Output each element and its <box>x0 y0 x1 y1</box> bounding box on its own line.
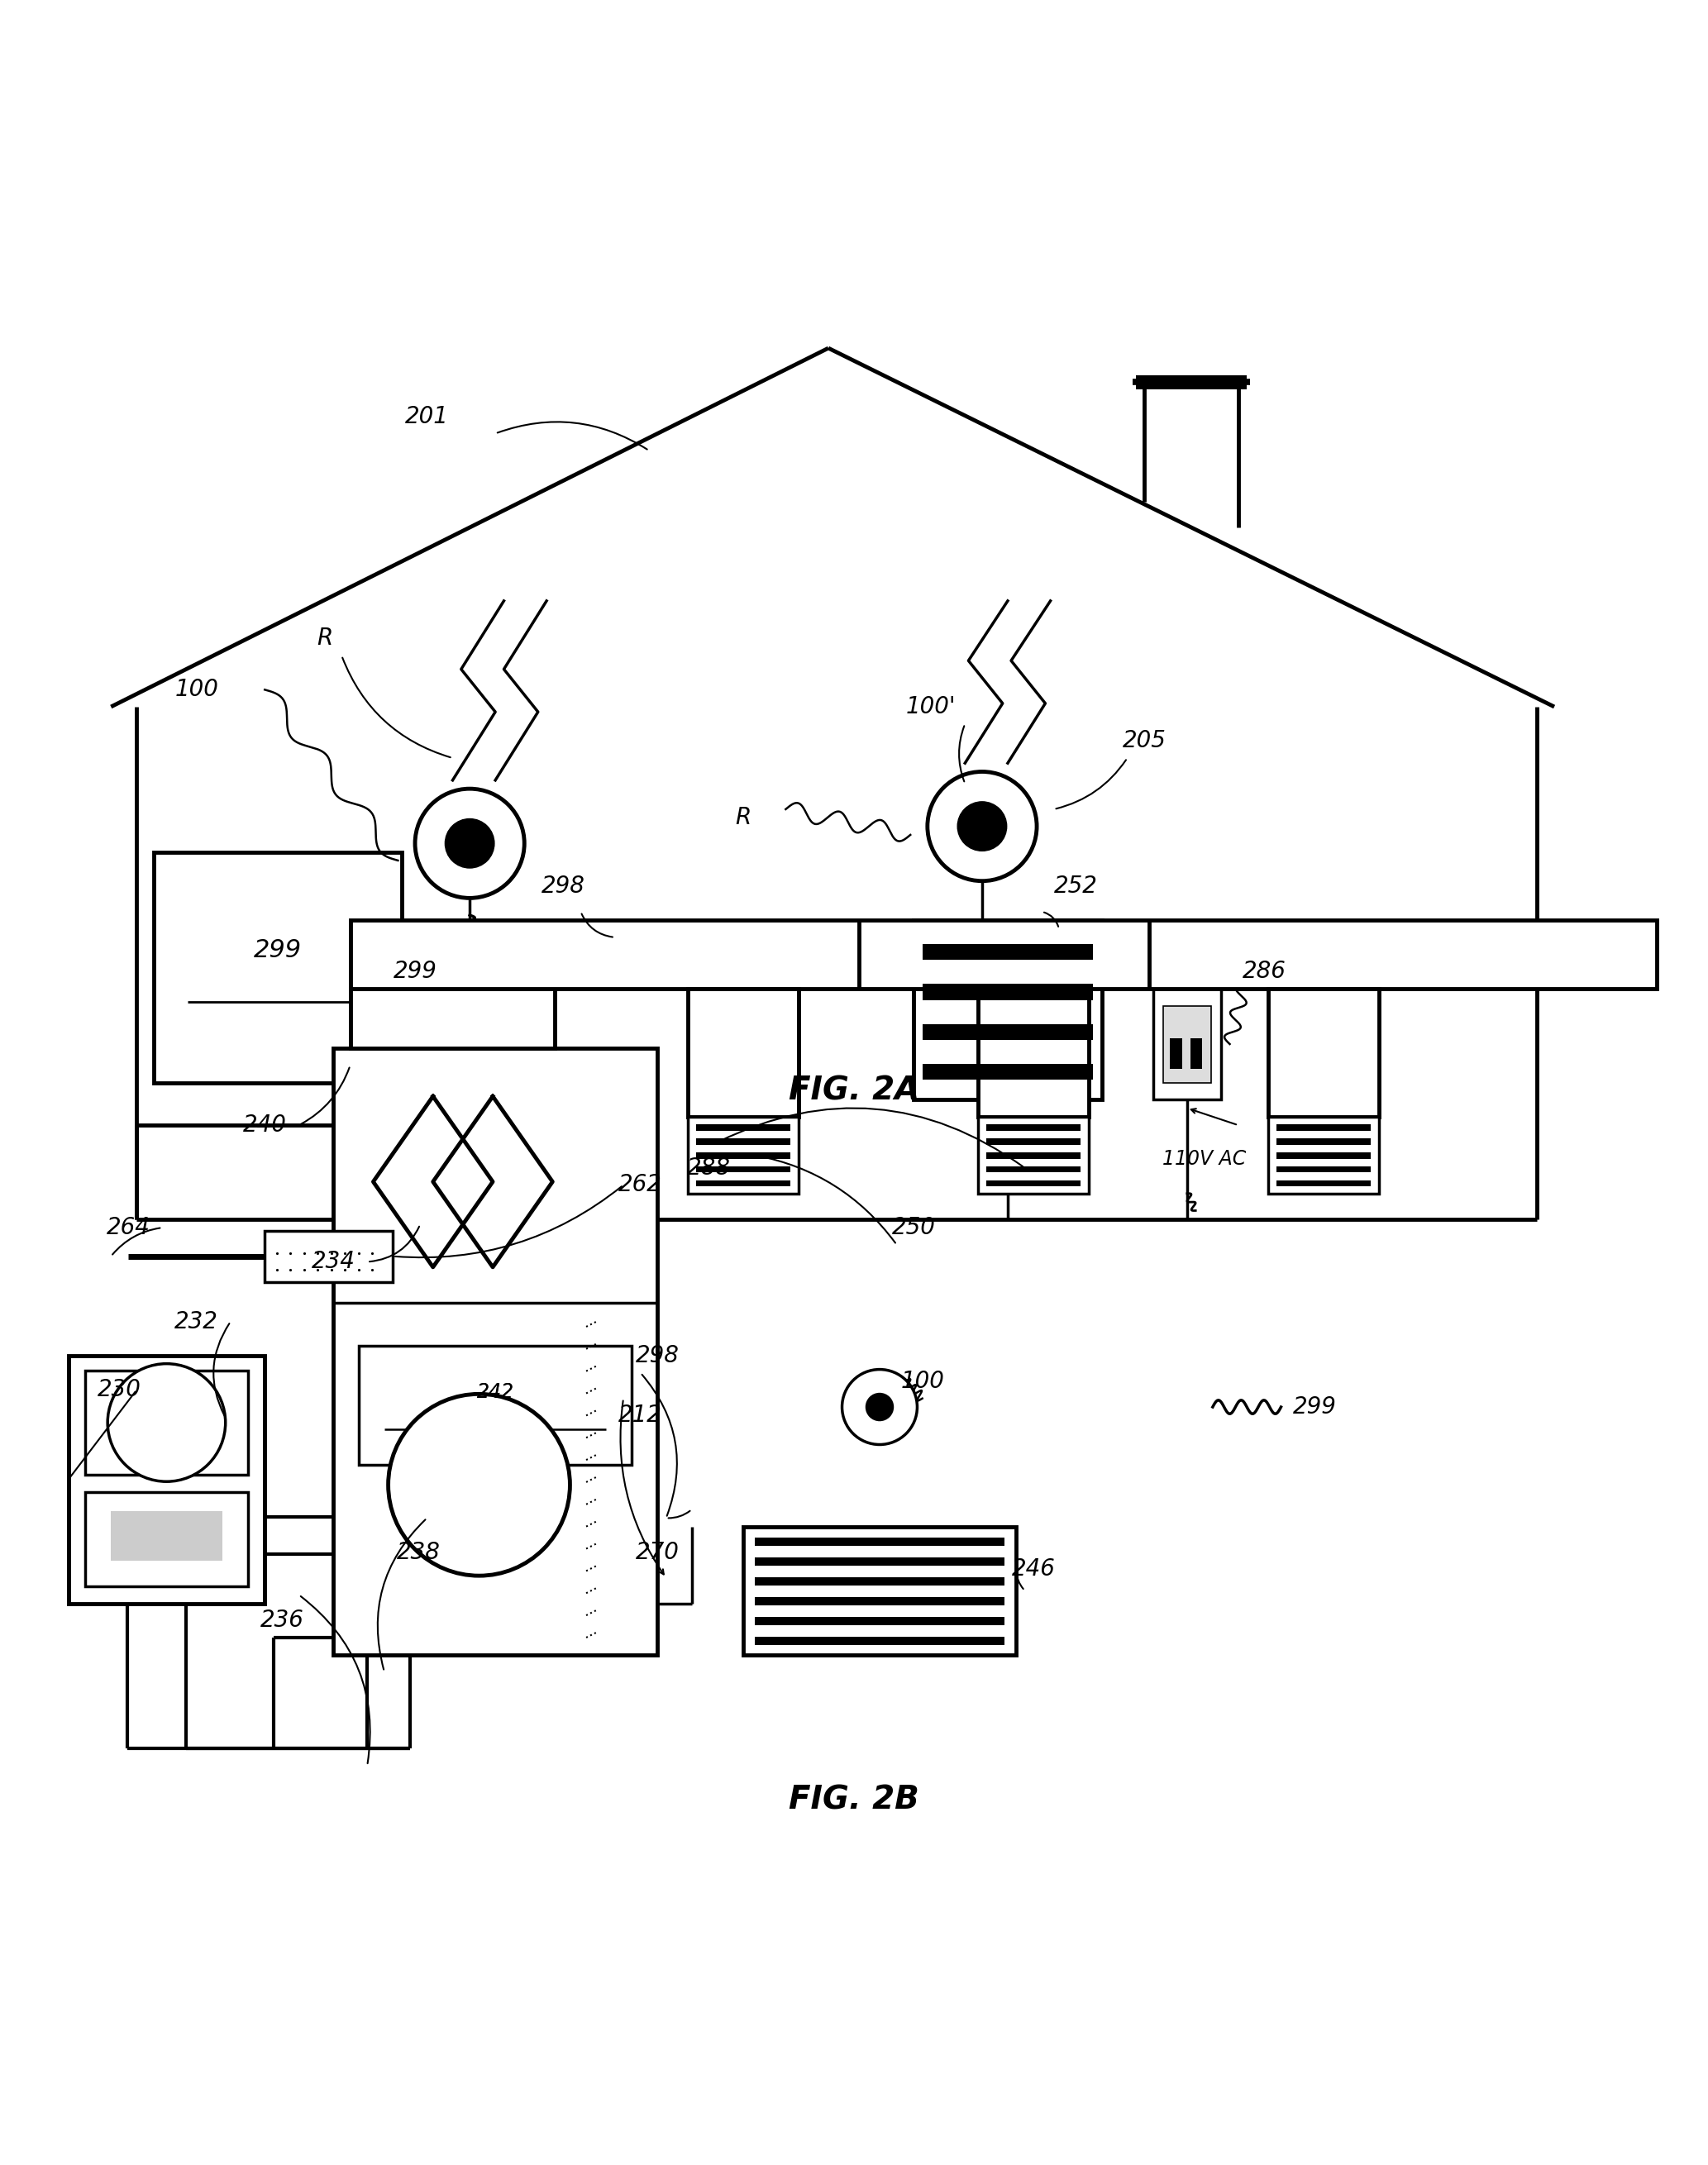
Bar <box>922 1024 1093 1039</box>
Bar <box>1278 1139 1372 1145</box>
Bar <box>697 1180 789 1186</box>
Circle shape <box>866 1394 893 1420</box>
Bar <box>987 1180 1081 1186</box>
Circle shape <box>446 818 494 868</box>
Bar <box>1163 1007 1211 1082</box>
Bar <box>350 920 1657 989</box>
Text: 232: 232 <box>174 1310 219 1334</box>
Circle shape <box>108 1364 225 1481</box>
Text: 100': 100' <box>905 695 956 719</box>
Circle shape <box>927 771 1037 881</box>
Text: 299: 299 <box>1293 1396 1337 1418</box>
Text: FIG. 2A: FIG. 2A <box>789 1076 919 1106</box>
Text: 242: 242 <box>477 1381 514 1401</box>
Text: 298: 298 <box>635 1344 680 1368</box>
Bar <box>697 1152 789 1158</box>
Bar <box>1278 1167 1372 1173</box>
Text: 240: 240 <box>243 1113 287 1137</box>
Bar <box>743 1526 1016 1654</box>
Bar <box>755 1598 1004 1606</box>
Bar <box>755 1557 1004 1565</box>
Bar <box>350 989 555 1048</box>
Bar <box>1136 375 1247 390</box>
Bar <box>697 1139 789 1145</box>
Text: 246: 246 <box>1011 1557 1056 1580</box>
Bar <box>755 1617 1004 1626</box>
Bar <box>265 1230 393 1282</box>
Text: 286: 286 <box>1242 959 1286 983</box>
Text: 201: 201 <box>405 405 449 429</box>
Bar <box>1267 989 1380 1117</box>
Bar <box>687 1117 798 1193</box>
Text: 270: 270 <box>635 1541 680 1563</box>
Bar <box>85 1492 248 1587</box>
Bar <box>922 944 1093 959</box>
Text: 234: 234 <box>311 1249 355 1273</box>
Bar <box>977 989 1090 1117</box>
Bar <box>922 1063 1093 1080</box>
Bar <box>359 1347 632 1466</box>
Bar <box>333 1048 658 1654</box>
Text: 230: 230 <box>97 1379 142 1401</box>
Bar <box>755 1578 1004 1585</box>
Bar <box>687 989 798 1117</box>
Bar <box>68 1355 265 1604</box>
Bar <box>987 1139 1081 1145</box>
Text: 299: 299 <box>393 959 437 983</box>
Circle shape <box>842 1370 917 1444</box>
Bar <box>1278 1124 1372 1130</box>
Bar <box>987 1167 1081 1173</box>
Bar <box>1153 989 1221 1100</box>
Text: 252: 252 <box>1054 875 1098 898</box>
Text: 262: 262 <box>618 1173 663 1197</box>
Bar <box>697 1124 789 1130</box>
Circle shape <box>415 788 524 898</box>
Bar <box>1278 1152 1372 1158</box>
Text: 298: 298 <box>541 875 586 898</box>
Bar <box>111 1511 222 1561</box>
Text: 299: 299 <box>253 937 302 961</box>
Bar <box>987 1124 1081 1130</box>
Bar <box>1278 1180 1372 1186</box>
Text: 288: 288 <box>687 1156 731 1180</box>
Bar <box>977 1117 1090 1193</box>
Circle shape <box>958 801 1006 851</box>
Text: R: R <box>734 805 752 829</box>
Text: 205: 205 <box>1122 730 1167 753</box>
Text: 250: 250 <box>892 1217 936 1238</box>
Text: 242: 242 <box>477 1381 514 1401</box>
Text: 110V AC: 110V AC <box>1161 1150 1247 1169</box>
Text: 100: 100 <box>174 678 219 701</box>
Text: 236: 236 <box>260 1609 304 1632</box>
Bar <box>1190 1037 1202 1070</box>
Text: 264: 264 <box>106 1217 150 1238</box>
Text: 212: 212 <box>618 1403 663 1427</box>
Bar <box>85 1370 248 1474</box>
Text: 238: 238 <box>396 1541 441 1563</box>
Bar <box>987 1152 1081 1158</box>
Bar <box>154 853 401 1082</box>
Bar <box>1170 1037 1182 1070</box>
Bar <box>755 1637 1004 1645</box>
Bar <box>755 1537 1004 1546</box>
Bar <box>922 985 1093 1000</box>
Text: R: R <box>316 628 333 650</box>
Circle shape <box>388 1394 570 1576</box>
Bar <box>914 920 1102 1100</box>
Bar <box>697 1167 789 1173</box>
Text: FIG. 2B: FIG. 2B <box>789 1784 919 1816</box>
Bar <box>1267 1117 1380 1193</box>
Text: 100: 100 <box>900 1370 945 1392</box>
